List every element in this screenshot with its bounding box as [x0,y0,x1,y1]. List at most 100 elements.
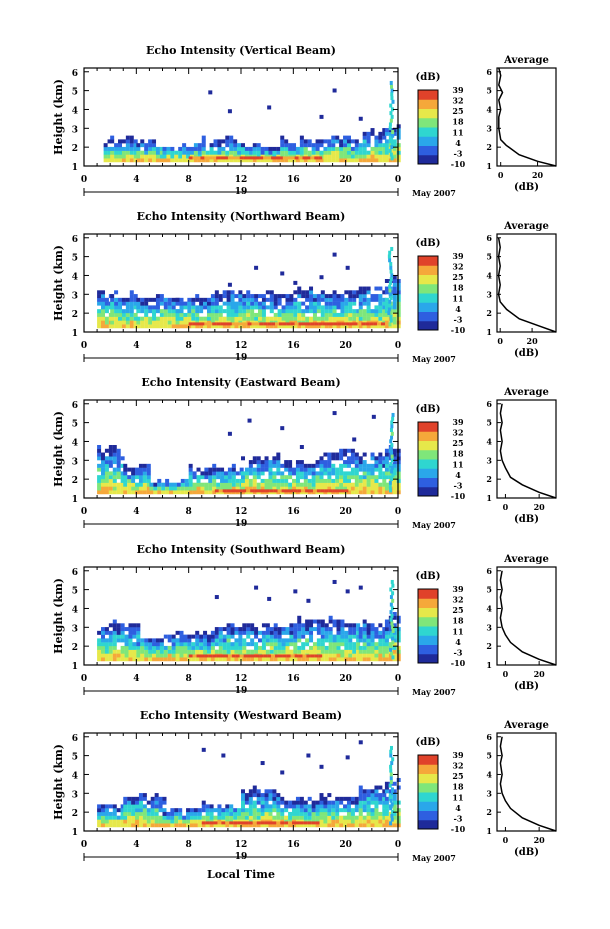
echo-cell [138,808,143,813]
echo-cell [328,619,333,624]
echo-cell [250,623,255,628]
echo-cell [391,583,395,588]
echo-cell [227,486,232,491]
echo-cell [239,156,244,160]
colorbar-segment [418,296,438,300]
x-tick-label: 4 [133,674,139,684]
echo-cell [316,297,321,302]
echo-cell [261,305,266,310]
echo-cell [108,642,113,647]
echo-cell [260,796,265,801]
average-frame [496,233,557,333]
colorbar-segment [418,804,438,808]
echo-cell [339,815,344,820]
avg-y-tick-label: 5 [486,418,492,428]
echo-cell [128,627,133,632]
echo-cell [335,158,340,163]
echo-cell [362,623,367,628]
echo-cell [210,316,215,321]
echo-cell [155,324,160,329]
colorbar-segment [418,277,438,282]
echo-cell [123,467,128,472]
y-tick-label: 5 [72,587,78,597]
echo-cell [197,146,202,151]
echo-cell [332,297,337,302]
echo-cell [121,301,126,306]
echo-cell [213,823,218,828]
echo-cell [332,294,337,299]
echo-cell [396,645,401,650]
echo-cell [273,657,278,662]
echo-cell [389,118,393,123]
echo-cell [104,638,109,643]
echo-cell [116,452,121,457]
colorbar-segment [418,468,438,472]
echo-cell [223,322,228,326]
avg-x-tick-label: 0 [503,502,509,512]
echo-cell [280,158,285,163]
echo-cell [114,320,119,325]
echo-cell [97,309,102,314]
echo-cell [103,143,108,148]
echo-cell [244,811,249,816]
echo-cell [343,482,348,487]
echo-cell [366,623,371,628]
echo-cell [312,301,317,306]
echo-cell [264,460,269,465]
echo-cell [269,305,274,310]
echo-cell [389,587,393,592]
echo-cell [289,657,294,662]
echo-cell [230,657,235,662]
echo-cell [208,490,213,495]
echo-cell [331,456,336,461]
echo-cell [316,627,321,632]
echo-cell [258,301,263,306]
echo-cell [220,654,225,658]
echo-cell [356,312,361,317]
echo-cell [217,811,222,816]
echo-cell [370,146,375,151]
echo-cell [171,324,176,329]
echo-cell [389,111,393,116]
echo-cell [281,294,286,299]
colorbar-segment [418,770,438,774]
echo-cell [285,294,290,299]
echo-cell [248,789,253,794]
echo-cell [165,482,170,487]
echo-cell [292,478,297,483]
colorbar-segment [418,317,438,322]
echo-cell [183,645,188,650]
echo-cell [284,815,289,820]
echo-cell [366,158,371,163]
echo-cell [335,804,340,809]
echo-cell [312,649,317,654]
echo-cell [348,630,353,635]
colorbar-tick-label: 39 [452,584,464,594]
echo-cell [370,456,375,461]
echo-cell [384,808,389,813]
echo-cell [389,821,393,826]
echo-cell [366,150,371,155]
echo-cell [149,482,154,487]
avg-y-tick-label: 3 [486,289,492,299]
echo-cell [301,645,306,650]
echo-cell [108,649,113,654]
echo-cell [315,158,320,163]
echo-cell [183,320,188,325]
echo-cell [362,789,367,794]
echo-cell [237,150,242,155]
echo-cell [187,305,192,310]
colorbar-segment [418,99,438,103]
echo-cell [150,811,155,816]
echo-cell [260,821,265,825]
echo-cell [212,471,217,476]
echo-cell [362,309,367,314]
echo-cell [366,135,371,140]
echo-cell [310,156,315,160]
echo-cell [396,460,401,465]
echo-cell [206,324,211,329]
echo-cell [129,146,134,151]
echo-cell [358,796,363,801]
echo-cell [319,143,324,148]
echo-cell [127,490,132,495]
